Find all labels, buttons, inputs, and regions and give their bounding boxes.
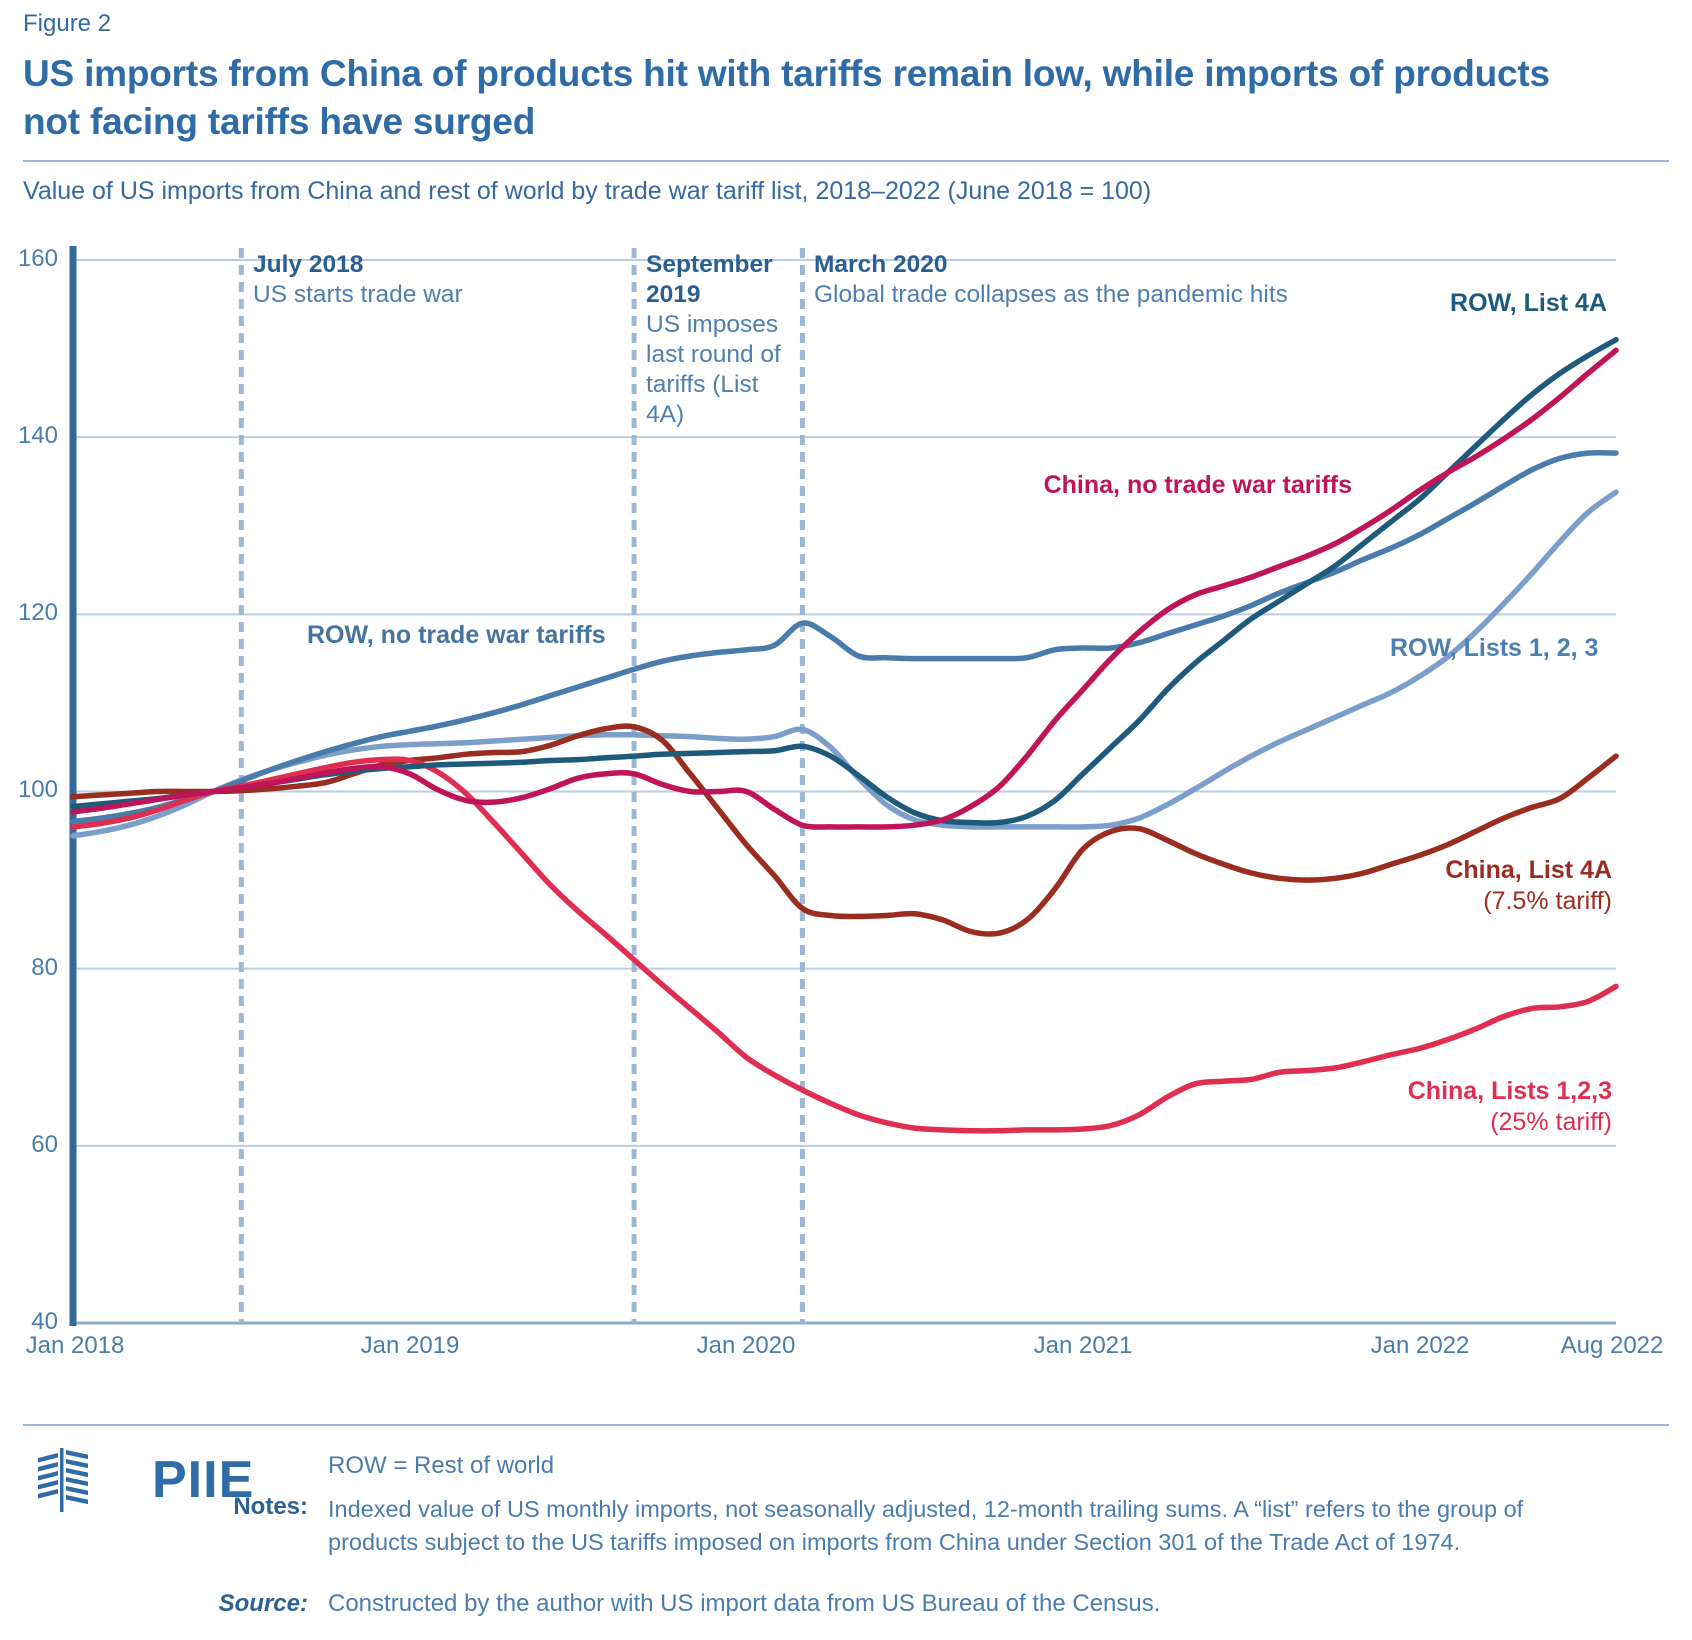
y-tick-100: 100 — [17, 776, 58, 803]
chart-subtitle: Value of US imports from China and rest … — [23, 177, 1152, 205]
y-tick-120: 120 — [17, 599, 58, 626]
source-label: Source: — [218, 1590, 308, 1617]
x-tick-jan2018: Jan 2018 — [25, 1332, 125, 1359]
notes-label: Notes: — [233, 1493, 308, 1520]
y-tick-140: 140 — [17, 422, 58, 449]
annotation-september-2019: September 2019 US imposes last round of … — [646, 250, 788, 430]
annotation-title: July 2018 — [253, 251, 364, 278]
x-tick-jan2020: Jan 2020 — [696, 1332, 796, 1359]
series-label-china-list-4a: China, List 4A (7.5% tariff) — [1212, 855, 1612, 917]
footer-divider — [23, 1424, 1669, 1426]
annotation-title: March 2020 — [814, 251, 948, 278]
source-text: Constructed by the author with US import… — [328, 1590, 1161, 1617]
y-tick-60: 60 — [31, 1131, 58, 1158]
y-tick-80: 80 — [31, 954, 58, 981]
y-tick-40: 40 — [31, 1308, 58, 1335]
x-tick-aug2022: Aug 2022 — [1560, 1332, 1664, 1359]
annotation-july-2018: July 2018 US starts trade war — [253, 250, 683, 310]
page-title: US imports from China of products hit wi… — [23, 53, 1550, 142]
x-tick-jan2019: Jan 2019 — [360, 1332, 460, 1359]
y-tick-160: 160 — [17, 245, 58, 272]
series-label-name: China, List 4A — [1445, 856, 1612, 884]
series-label-row-list-4a: ROW, List 4A — [1450, 289, 1607, 317]
series-label-china-no-tariffs: China, no trade war tariffs — [1043, 471, 1352, 499]
annotation-body: Global trade collapses as the pandemic h… — [814, 281, 1288, 308]
series-label-tariff-rate: (25% tariff) — [1490, 1108, 1612, 1136]
x-tick-jan2021: Jan 2021 — [1033, 1332, 1133, 1359]
series-label-name: China, Lists 1,2,3 — [1407, 1077, 1612, 1105]
annotation-body: US imposes last round of tariffs (List 4… — [646, 311, 781, 428]
annotation-body: US starts trade war — [253, 281, 463, 308]
series-label-row-no-tariffs: ROW, no trade war tariffs — [307, 621, 606, 649]
notes-text: Indexed value of US monthly imports, not… — [328, 1496, 1524, 1555]
series-label-china-lists-123: China, Lists 1,2,3 (25% tariff) — [1212, 1076, 1612, 1138]
piie-logo-icon — [38, 1448, 88, 1512]
title-divider — [23, 160, 1669, 162]
x-tick-jan2022: Jan 2022 — [1370, 1332, 1470, 1359]
piie-logo-text: PIIE — [152, 1451, 255, 1509]
annotation-march-2020: March 2020 Global trade collapses as the… — [814, 250, 1394, 310]
annotation-title: September 2019 — [646, 251, 773, 308]
figure-label: Figure 2 — [23, 10, 112, 37]
series-label-tariff-rate: (7.5% tariff) — [1483, 887, 1612, 915]
series-label-row-lists-123: ROW, Lists 1, 2, 3 — [1390, 634, 1599, 662]
abbreviation-note: ROW = Rest of world — [328, 1452, 555, 1479]
